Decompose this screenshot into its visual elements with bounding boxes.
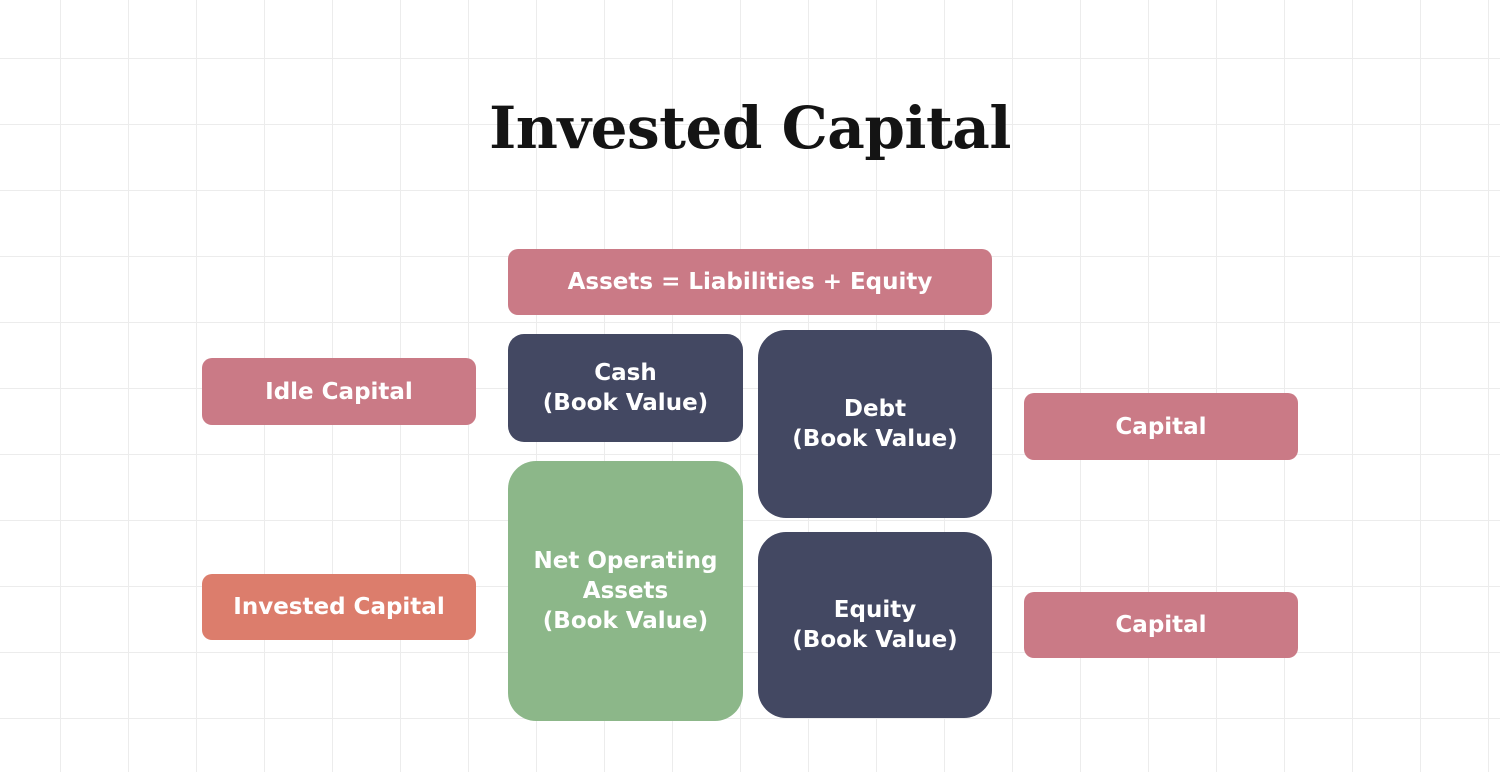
capital-bottom-text: Capital: [1115, 612, 1207, 638]
equation-banner: Assets = Liabilities + Equity: [508, 249, 992, 315]
capital-top-text: Capital: [1115, 413, 1207, 440]
debt-title: Debt: [843, 396, 907, 422]
invested-capital-label: Invested Capital: [202, 574, 476, 640]
equity-subtitle: (Book Value): [792, 627, 958, 653]
debt-subtitle: (Book Value): [792, 426, 958, 452]
equity-title: Equity: [833, 597, 917, 623]
debt-box: Debt (Book Value): [758, 330, 992, 518]
net-operating-assets-box: Net Operating Assets (Book Value): [508, 461, 743, 721]
idle-capital-label: Idle Capital: [202, 358, 476, 425]
capital-label-top: Capital: [1024, 393, 1298, 460]
equation-text: Assets = Liabilities + Equity: [567, 269, 933, 295]
noa-title-line2: Assets: [582, 578, 669, 604]
equity-box: Equity (Book Value): [758, 532, 992, 718]
cash-box: Cash (Book Value): [508, 334, 743, 442]
capital-label-bottom: Capital: [1024, 592, 1298, 658]
page-title: Invested Capital: [489, 94, 1011, 162]
cash-title: Cash: [594, 360, 657, 386]
noa-title-line1: Net Operating: [533, 548, 718, 574]
idle-capital-text: Idle Capital: [265, 378, 413, 405]
cash-subtitle: (Book Value): [542, 390, 709, 416]
invested-capital-text: Invested Capital: [233, 594, 445, 620]
noa-subtitle: (Book Value): [542, 608, 709, 634]
